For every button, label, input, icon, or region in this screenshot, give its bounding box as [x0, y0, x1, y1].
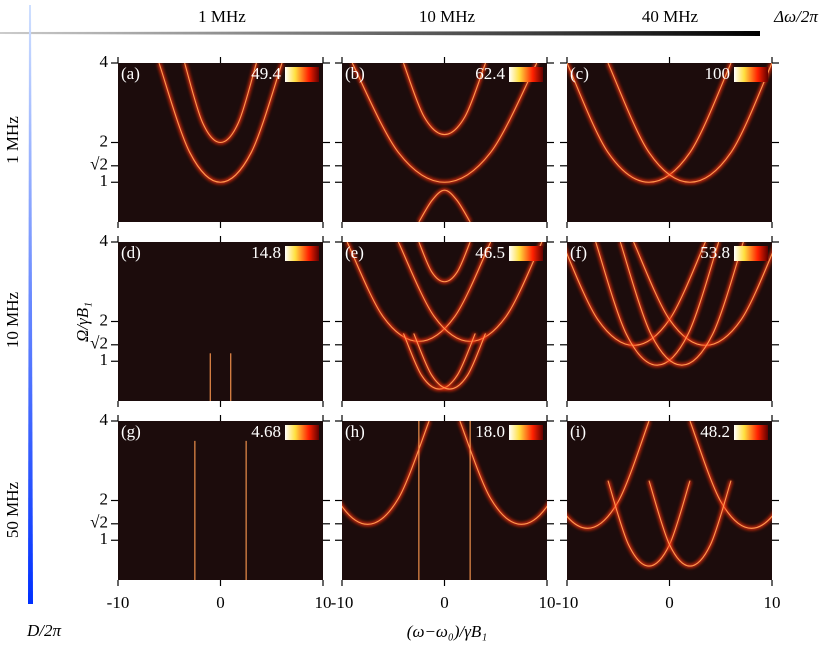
left-label: 50 MHz	[3, 481, 22, 538]
x-tick-label: 10	[539, 593, 556, 612]
y-tick-label: 4	[100, 52, 109, 71]
y-tick-label: √2	[90, 155, 108, 174]
panel-traces	[208, 353, 233, 401]
colorbar-label: 62.4	[475, 64, 505, 83]
colorbar	[734, 425, 768, 440]
left-label: 1 MHz	[3, 116, 22, 164]
y-tick-label: 4	[100, 410, 109, 429]
panel-traces	[567, 421, 772, 569]
panel-background	[118, 242, 323, 401]
panel-traces	[345, 242, 544, 392]
colorbar	[734, 246, 768, 261]
x-tick-label: -10	[556, 593, 579, 612]
panel-label: (b)	[345, 64, 365, 83]
x-tick-label: 0	[665, 593, 674, 612]
top-axis-label: Δω/2π	[773, 7, 818, 26]
left-axis-label: D/2π	[26, 621, 62, 640]
top-label: 1 MHz	[198, 7, 246, 26]
y-tick-label: 1	[100, 171, 109, 190]
colorbar	[509, 67, 543, 82]
colorbar-label: 48.2	[700, 422, 730, 441]
y-tick-label: 2	[100, 489, 109, 508]
trace	[648, 480, 732, 567]
colorbar	[285, 246, 319, 261]
trace	[351, 63, 538, 183]
panel-background	[567, 421, 772, 580]
panel-traces	[350, 63, 539, 222]
panel-background	[118, 421, 323, 580]
panel-background	[342, 242, 547, 401]
panel-traces	[567, 63, 772, 185]
panel-traces	[342, 421, 547, 580]
panel-background	[342, 63, 547, 222]
x-tick-label: 0	[440, 593, 449, 612]
colorbar-label: 18.0	[475, 422, 505, 441]
colorbar	[509, 246, 543, 261]
panel-traces	[157, 63, 284, 185]
trace	[158, 63, 283, 183]
x-tick-label: 0	[216, 593, 225, 612]
trace	[342, 421, 430, 525]
x-tick-label: 10	[764, 593, 781, 612]
panel-label: (h)	[345, 422, 365, 441]
trace	[595, 242, 720, 366]
left-axis-line	[28, 5, 33, 604]
colorbar	[734, 67, 768, 82]
trace	[567, 63, 732, 183]
colorbar-label: 46.5	[475, 243, 505, 262]
panel-label: (e)	[345, 243, 364, 262]
trace	[413, 333, 487, 390]
colorbar-label: 14.8	[251, 243, 281, 262]
colorbar-label: 100	[705, 64, 731, 83]
trace	[402, 333, 476, 390]
colorbar	[285, 67, 319, 82]
left-label: 10 MHz	[3, 291, 22, 348]
x-axis-label: (ω−ω₀)/γB₁	[407, 622, 487, 641]
top-axis-line	[0, 31, 760, 36]
y-axis-label: Ω/γB₁	[73, 302, 92, 342]
y-tick-label: √2	[90, 334, 108, 353]
x-tick-label: -10	[331, 593, 354, 612]
trace	[402, 63, 487, 136]
y-tick-label: 2	[100, 310, 109, 329]
colorbar-label: 4.68	[251, 422, 281, 441]
trace	[418, 189, 471, 222]
panel-label: (g)	[121, 422, 141, 441]
trace	[607, 480, 691, 567]
panel-background	[567, 63, 772, 222]
top-label: 40 MHz	[642, 7, 699, 26]
panel-traces	[567, 242, 772, 368]
panel-traces	[192, 440, 249, 580]
colorbar	[285, 425, 319, 440]
colorbar-label: 49.4	[251, 64, 281, 83]
y-tick-label: 4	[100, 231, 109, 250]
y-tick-label: 2	[100, 131, 109, 150]
top-label: 10 MHz	[419, 7, 476, 26]
trace	[689, 421, 772, 529]
panel-label: (a)	[121, 64, 140, 83]
panel-label: (d)	[121, 243, 141, 262]
x-tick-label: -10	[107, 593, 130, 612]
colorbar-label: 53.8	[700, 243, 730, 262]
panel-label: (f)	[570, 243, 587, 262]
y-tick-label: 1	[100, 350, 109, 369]
trace	[567, 421, 650, 529]
panel-label: (c)	[570, 64, 589, 83]
trace	[459, 421, 547, 525]
colorbar	[509, 425, 543, 440]
panel-background	[342, 421, 547, 580]
trace	[607, 63, 772, 183]
trace	[619, 242, 744, 366]
y-tick-label: √2	[90, 513, 108, 532]
panel-label: (i)	[570, 422, 586, 441]
trace	[184, 63, 257, 144]
trace	[418, 242, 471, 283]
x-tick-label: 10	[315, 593, 332, 612]
y-tick-label: 1	[100, 529, 109, 548]
